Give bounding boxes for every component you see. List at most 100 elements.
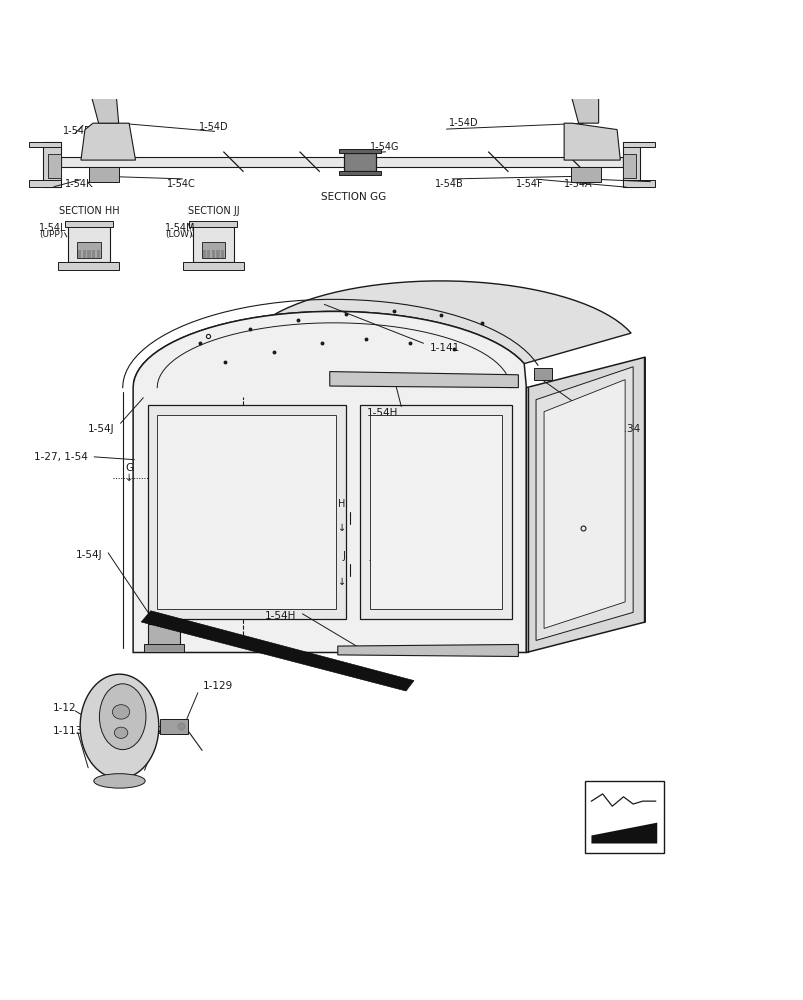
Polygon shape — [81, 123, 136, 160]
Bar — [182, 262, 243, 270]
Text: 1-54J: 1-54J — [76, 550, 103, 560]
Text: ↓: ↓ — [125, 473, 133, 483]
Polygon shape — [141, 611, 414, 691]
Bar — [61, 157, 349, 167]
Text: 1-141: 1-141 — [430, 343, 460, 353]
Text: 1-54B: 1-54B — [434, 179, 463, 189]
Bar — [202, 250, 206, 258]
Text: G: G — [393, 551, 401, 561]
Polygon shape — [148, 405, 345, 619]
Bar — [369, 157, 622, 167]
Polygon shape — [133, 281, 630, 383]
Ellipse shape — [100, 684, 146, 750]
Bar — [192, 224, 234, 262]
Text: 1-54G: 1-54G — [369, 142, 398, 152]
Polygon shape — [337, 644, 518, 657]
Bar — [65, 221, 113, 227]
Bar — [216, 250, 219, 258]
Text: 1-54L: 1-54L — [39, 223, 67, 233]
Bar — [622, 180, 654, 187]
Text: 1-27, 1-54: 1-27, 1-54 — [34, 452, 88, 462]
Text: 1-54D: 1-54D — [198, 122, 228, 132]
Polygon shape — [133, 311, 526, 652]
Bar — [221, 250, 224, 258]
Text: SECTION JJ: SECTION JJ — [187, 206, 239, 216]
Text: 1-54E: 1-54E — [63, 126, 91, 136]
Text: ↓: ↓ — [369, 523, 377, 533]
Text: ↓: ↓ — [369, 577, 377, 587]
Bar — [160, 719, 187, 734]
Text: 1-60: 1-60 — [157, 726, 181, 736]
Bar — [369, 415, 502, 609]
Bar — [202, 242, 225, 258]
Text: 1-12: 1-12 — [53, 703, 76, 713]
Bar — [622, 142, 654, 147]
Bar — [43, 142, 61, 187]
Text: 1-54F: 1-54F — [516, 179, 543, 189]
Text: 1-54A: 1-54A — [564, 179, 592, 189]
Bar — [48, 154, 61, 178]
Bar — [339, 171, 381, 175]
Text: ↓: ↓ — [393, 577, 402, 587]
Text: (UPP): (UPP) — [39, 230, 63, 239]
Bar — [29, 180, 61, 187]
Polygon shape — [591, 823, 656, 844]
Text: 1-2: 1-2 — [601, 493, 618, 503]
Polygon shape — [329, 372, 518, 388]
Bar — [92, 250, 95, 258]
Text: SECTION HH: SECTION HH — [59, 206, 119, 216]
Polygon shape — [360, 405, 512, 619]
Bar — [88, 250, 91, 258]
Text: G: G — [158, 463, 167, 473]
Polygon shape — [92, 81, 119, 123]
Bar — [344, 153, 376, 171]
Bar — [622, 142, 639, 187]
Bar — [211, 250, 214, 258]
Text: 1-54H: 1-54H — [264, 611, 296, 621]
Bar — [622, 154, 634, 178]
Polygon shape — [536, 367, 633, 640]
Text: ↓: ↓ — [337, 577, 345, 587]
Bar — [207, 250, 210, 258]
Text: J: J — [343, 551, 345, 561]
Text: 1-54C: 1-54C — [167, 179, 195, 189]
Bar — [89, 167, 120, 182]
Text: 1-54J: 1-54J — [88, 424, 115, 434]
Text: ↓: ↓ — [337, 523, 345, 533]
Bar — [29, 142, 61, 147]
Bar — [157, 415, 336, 609]
Text: 1-134: 1-134 — [610, 424, 640, 434]
Text: 1-113: 1-113 — [53, 726, 83, 736]
Bar — [534, 368, 552, 380]
Bar — [78, 250, 81, 258]
Text: ↓: ↓ — [158, 471, 167, 481]
Bar — [189, 221, 237, 227]
Bar — [570, 167, 601, 182]
Text: 1-54K: 1-54K — [65, 179, 93, 189]
Text: 1-129: 1-129 — [202, 681, 233, 691]
Bar — [83, 250, 86, 258]
Text: 1-54D: 1-54D — [448, 118, 478, 128]
Polygon shape — [544, 380, 625, 628]
Bar — [339, 149, 381, 153]
Text: 1-54H: 1-54H — [366, 408, 397, 418]
Polygon shape — [572, 81, 598, 123]
Ellipse shape — [80, 674, 159, 779]
Text: J: J — [369, 551, 373, 561]
Bar — [59, 262, 120, 270]
Text: 1-54M: 1-54M — [165, 223, 195, 233]
Bar — [96, 250, 100, 258]
Ellipse shape — [114, 727, 128, 738]
Bar — [77, 242, 100, 258]
Text: 1-20: 1-20 — [596, 595, 619, 605]
Bar — [585, 781, 662, 853]
Text: (LOW): (LOW) — [165, 230, 193, 239]
Polygon shape — [564, 123, 620, 160]
Text: H: H — [338, 499, 345, 509]
Bar — [148, 624, 179, 646]
Text: SECTION GG: SECTION GG — [321, 192, 386, 202]
Ellipse shape — [112, 705, 129, 719]
Polygon shape — [526, 357, 644, 652]
Text: H: H — [369, 499, 377, 509]
Bar — [68, 224, 110, 262]
